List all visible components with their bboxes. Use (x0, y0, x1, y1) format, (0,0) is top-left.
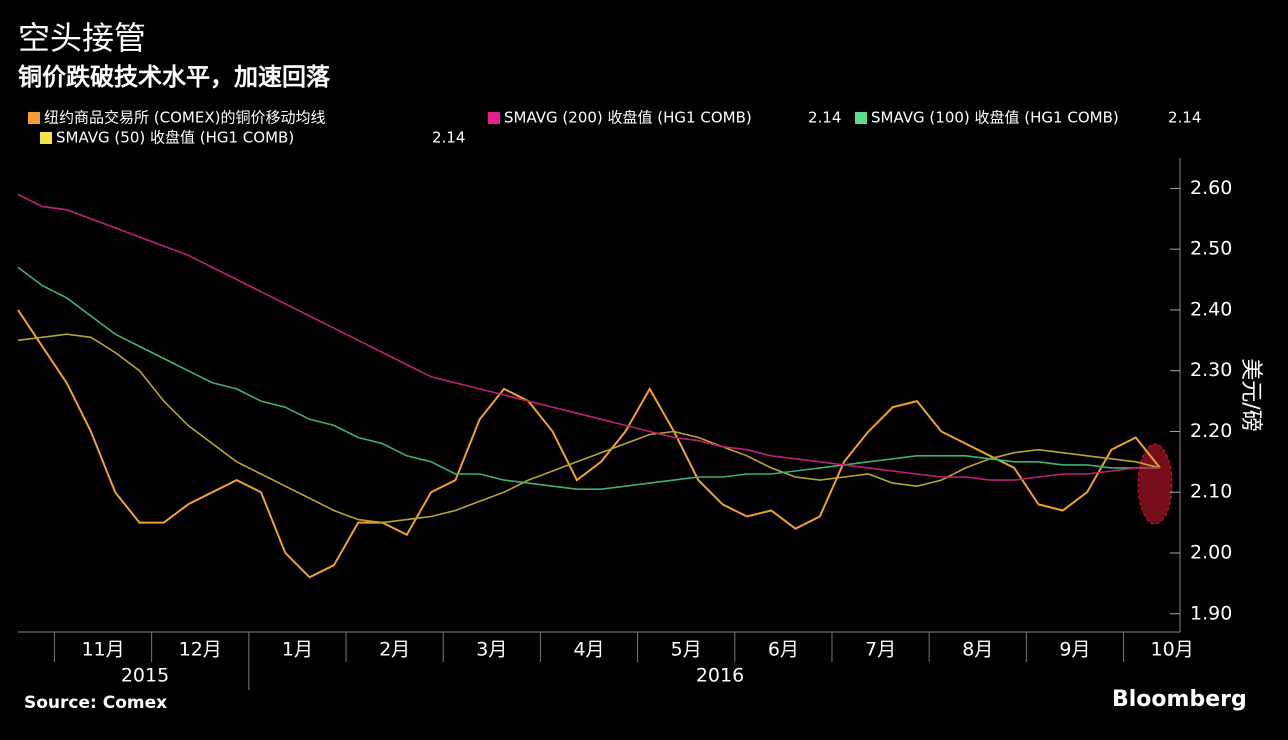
x-tick-label: 6月 (768, 639, 799, 661)
x-tick-label: 11月 (81, 639, 124, 661)
x-tick-label: 2月 (379, 639, 410, 661)
y-tick-label: 2.20 (1190, 420, 1232, 442)
y-tick-label: 1.90 (1190, 602, 1232, 624)
legend-label: SMAVG (100) 收盘值 (HG1 COMB) (871, 109, 1119, 127)
x-tick-label: 3月 (476, 639, 507, 661)
brand: Bloomberg (1112, 687, 1247, 712)
chart-subtitle: 铜价跌破技术水平，加速回落 (18, 63, 331, 91)
x-tick-label: 10月 (1151, 639, 1194, 661)
highlight (1137, 443, 1173, 525)
ma-line (17, 266, 1160, 490)
ma-line (17, 333, 1161, 524)
x-tick-label: 12月 (179, 639, 222, 661)
legend-label: SMAVG (50) 收盘值 (HG1 COMB) (56, 129, 294, 147)
price-line (17, 309, 1161, 579)
ma-line (17, 193, 1160, 481)
y-tick-label: 2.60 (1190, 177, 1232, 199)
legend-label: SMAVG (200) 收盘值 (HG1 COMB) (504, 109, 752, 127)
year-label: 2016 (696, 665, 744, 687)
chart-title: 空头接管 (18, 19, 146, 57)
legend-value: 2.14 (808, 109, 841, 127)
y-axis-label: 美元/磅 (1238, 358, 1263, 431)
legend-swatch (40, 132, 52, 144)
year-label: 2015 (121, 665, 169, 687)
legend-value: 2.14 (432, 129, 465, 147)
legend-swatch (488, 112, 500, 124)
source: Source: Comex (24, 693, 167, 713)
legend-swatch (28, 112, 40, 124)
x-tick-label: 1月 (282, 639, 313, 661)
x-tick-label: 9月 (1059, 639, 1090, 661)
legend-label: 纽约商品交易所 (COMEX)的铜价移动均线 (44, 109, 325, 127)
y-tick-label: 2.40 (1190, 298, 1232, 320)
x-tick-label: 7月 (865, 639, 896, 661)
x-tick-label: 5月 (671, 639, 702, 661)
x-tick-label: 4月 (573, 639, 604, 661)
x-tick-label: 8月 (962, 639, 993, 661)
y-tick-label: 2.50 (1190, 238, 1232, 260)
y-tick-label: 2.00 (1190, 542, 1232, 564)
legend-swatch (855, 112, 867, 124)
y-tick-label: 2.10 (1190, 481, 1232, 503)
legend-value: 2.14 (1168, 109, 1201, 127)
y-tick-label: 2.30 (1190, 359, 1232, 381)
